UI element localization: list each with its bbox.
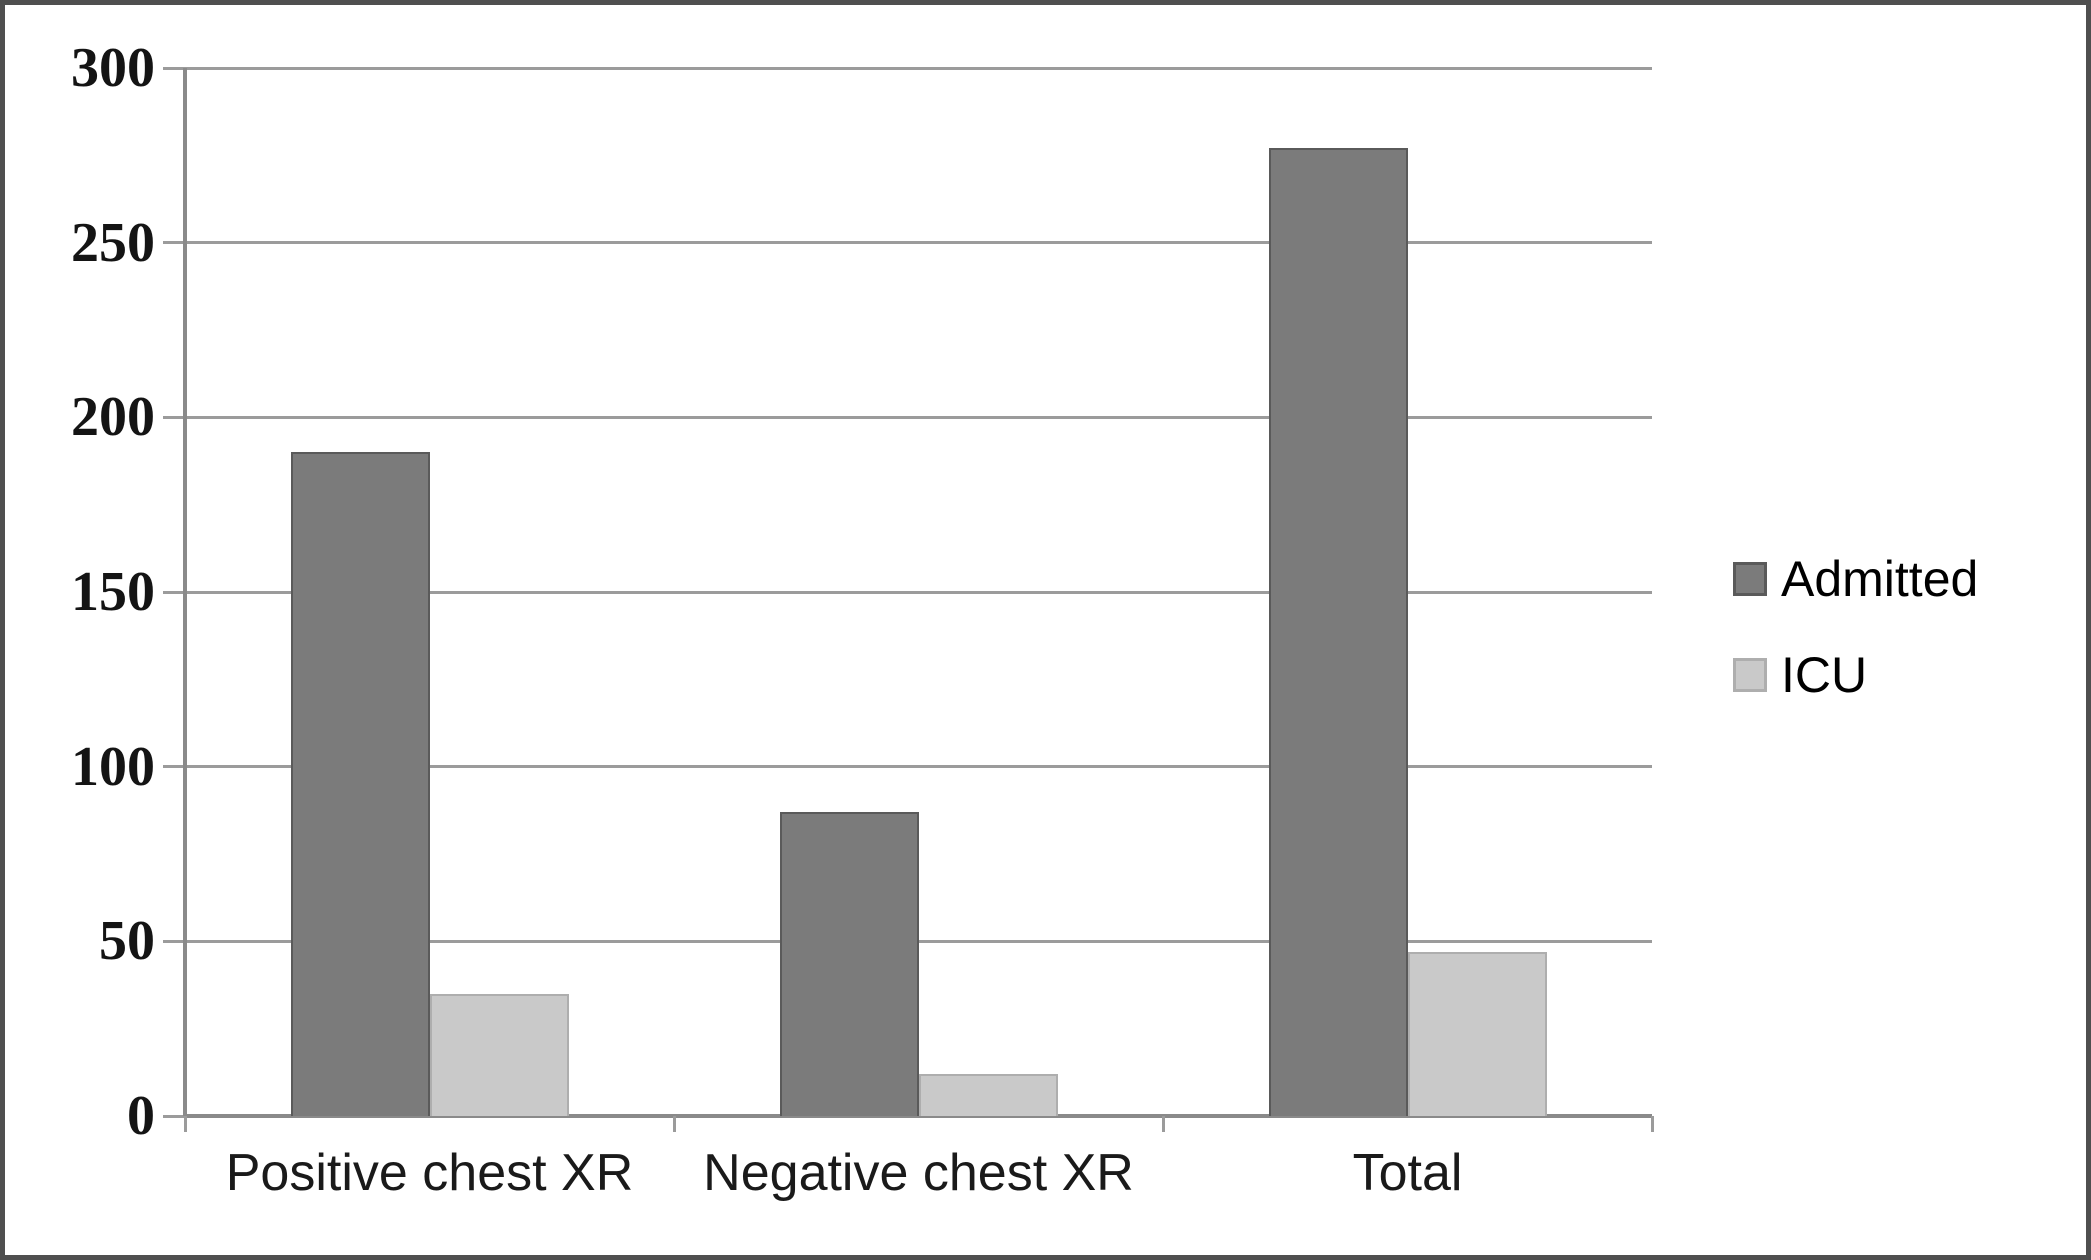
bar-negative-chest-xr-icu [918,1074,1058,1116]
legend: Admitted ICU [1733,553,1978,745]
y-axis-tick-0 [163,1114,185,1118]
gridline-y-200 [185,415,1652,419]
bar-total-icu [1407,951,1547,1116]
category-label-total: Total [1352,1144,1463,1202]
legend-label-admitted: Admitted [1781,551,1979,607]
bar-positive-chest-xr-admitted [290,452,430,1116]
y-tick-label-300: 300 [71,37,155,99]
y-tick-label-50: 50 [99,910,155,973]
x-axis-line [185,1114,1652,1118]
category-label-positive-chest-xr: Positive chest XR [225,1144,634,1202]
bar-negative-chest-xr-admitted [779,812,919,1116]
y-tick-label-250: 250 [71,211,155,274]
legend-item-admitted: Admitted [1733,553,1978,605]
gridline-y-50 [185,939,1652,943]
y-tick-label-200: 200 [71,386,155,449]
y-tick-label-150: 150 [71,561,155,623]
bar-positive-chest-xr-icu [429,993,569,1116]
y-axis-tick-100 [163,765,185,769]
legend-label-icu: ICU [1781,647,1868,703]
y-axis-tick-300 [163,66,185,70]
gridline-y-300 [185,66,1652,70]
gridline-y-250 [185,241,1652,245]
y-axis-tick-50 [163,939,185,943]
x-axis-tick-0 [183,1116,187,1132]
y-axis-tick-150 [163,590,185,594]
x-axis-tick-2 [1161,1116,1165,1132]
legend-item-icu: ICU [1733,649,1978,701]
legend-swatch-icon-admitted [1733,562,1767,596]
x-axis-tick-1 [672,1116,676,1132]
y-tick-label-100: 100 [71,735,155,798]
category-label-negative-chest-xr: Negative chest XR [703,1144,1134,1202]
bar-total-admitted [1268,148,1408,1116]
gridline-y-150 [185,590,1652,594]
gridline-y-100 [185,765,1652,769]
y-axis-line [183,68,187,1116]
y-axis-tick-250 [163,241,185,245]
x-axis-tick-3 [1650,1116,1654,1132]
y-axis-tick-200 [163,415,185,419]
y-tick-label-0: 0 [127,1085,155,1147]
legend-swatch-icon-icu [1733,658,1767,692]
